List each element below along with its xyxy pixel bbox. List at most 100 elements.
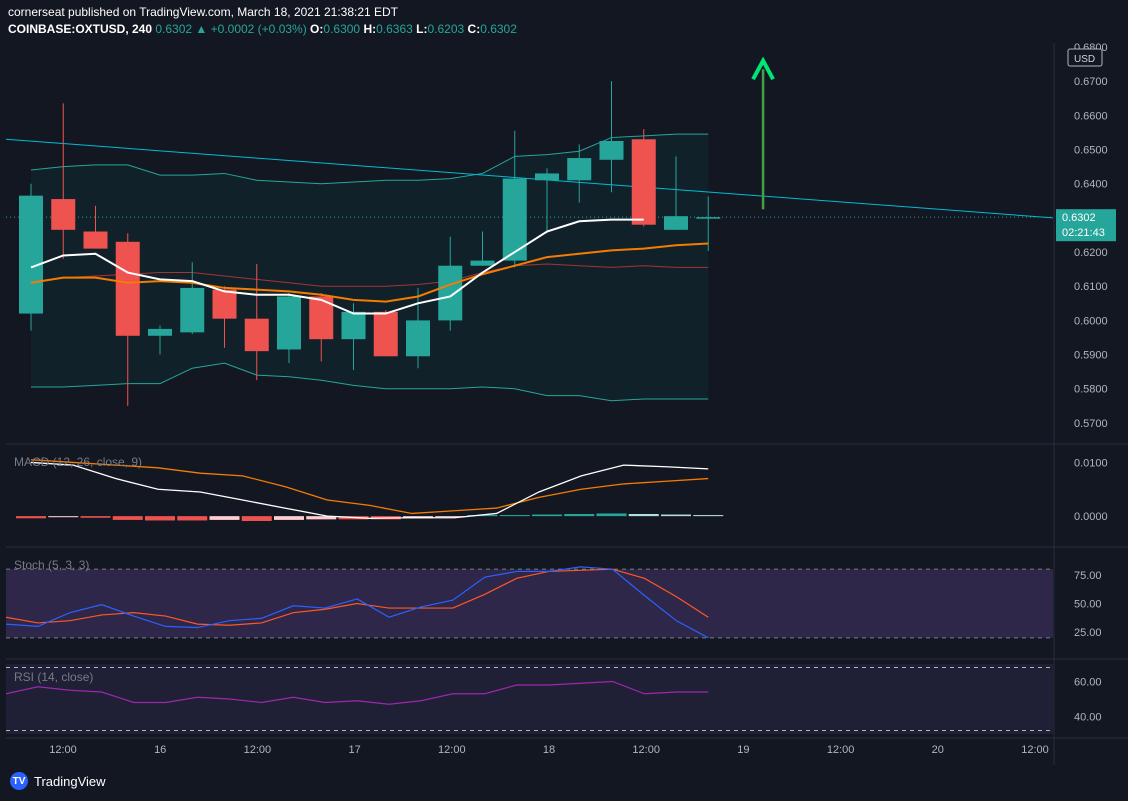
candle-body (51, 199, 76, 230)
candle-body (535, 173, 559, 181)
bollinger-basis-line (30, 263, 709, 287)
rsi-tick-label: 60.00 (1074, 677, 1102, 689)
candle-body (341, 311, 366, 340)
macd-histogram-bar (16, 516, 46, 519)
time-axis-label: 16 (154, 744, 166, 756)
time-axis-label: 12:00 (1021, 744, 1049, 756)
macd-histogram-bar (661, 514, 691, 517)
candle-body (244, 318, 269, 352)
candle-body (180, 287, 205, 333)
candle-body (599, 140, 624, 160)
macd-tick-label: 0.0000 (1074, 511, 1108, 523)
rsi-line (5, 680, 709, 705)
low-value: 0.6203 (427, 22, 465, 36)
stoch-title: Stoch (5, 3, 3) (14, 558, 89, 572)
macd-histogram-bar (274, 516, 304, 520)
macd-line (30, 461, 709, 519)
time-axis-label: 18 (543, 744, 555, 756)
price-tick-label: 0.5800 (1074, 384, 1108, 396)
fast-moving-average-line (30, 218, 644, 315)
time-axis-label: 20 (932, 744, 944, 756)
candle-body (438, 265, 463, 321)
macd-histogram-bar (693, 515, 724, 517)
rsi-band-fill (6, 664, 1053, 734)
bollinger-upper-line (30, 133, 709, 185)
low-label: L: (416, 22, 428, 36)
stoch-tick-label: 75.00 (1074, 570, 1102, 582)
candle-body (631, 139, 656, 225)
descending-trendline (5, 138, 1054, 219)
bar-countdown: 02:21:43 (1062, 227, 1105, 239)
macd-histogram-bar (435, 516, 466, 518)
macd-histogram-bar (112, 516, 143, 520)
price-tick-label: 0.6100 (1074, 281, 1108, 293)
symbol-label: COINBASE:OXTUSD, 240 (8, 22, 153, 36)
last-price-tag (1056, 209, 1116, 242)
stoch-k-line (5, 566, 709, 639)
time-axis-label: 12:00 (49, 744, 77, 756)
tradingview-brand[interactable]: TV TradingView (10, 772, 106, 790)
stoch-d-line (5, 568, 709, 626)
close-value: 0.6302 (480, 22, 517, 36)
time-axis-label: 12:00 (827, 744, 855, 756)
price-tick-label: 0.5900 (1074, 350, 1108, 362)
rsi-title: RSI (14, close) (14, 670, 93, 684)
currency-label: USD (1074, 54, 1095, 65)
bollinger-band-fill (31, 134, 709, 401)
time-axis-label: 19 (737, 744, 749, 756)
candle-body (83, 231, 108, 249)
candle-body (664, 216, 688, 230)
macd-histogram-bar (177, 516, 208, 521)
change-value: ▲ +0.0002 (+0.03%) (195, 22, 307, 36)
macd-histogram-bar (209, 516, 240, 520)
stoch-tick-label: 50.00 (1074, 599, 1102, 611)
high-value: 0.6363 (376, 22, 413, 36)
price-tick-label: 0.6400 (1074, 179, 1108, 191)
slow-moving-average-line (30, 242, 709, 303)
price-tick-label: 0.5700 (1074, 418, 1108, 430)
price-tick-label: 0.6000 (1074, 315, 1108, 327)
close-label: C: (467, 22, 481, 36)
macd-histogram-bar (564, 513, 595, 517)
macd-histogram-bar (145, 516, 175, 521)
macd-histogram-bar (596, 513, 627, 517)
macd-histogram-bar (532, 514, 562, 517)
candle-body (148, 328, 172, 336)
macd-histogram-bar (628, 513, 659, 517)
macd-histogram-bar (80, 516, 111, 518)
macd-histogram-bar (48, 516, 79, 518)
candle-body (502, 178, 527, 261)
price-tick-label: 0.6500 (1074, 145, 1108, 157)
candle-body (19, 195, 43, 314)
macd-tick-label: 0.0100 (1074, 457, 1108, 469)
candle-body (373, 311, 398, 357)
macd-histogram-bar (499, 515, 530, 517)
time-axis-label: 17 (348, 744, 360, 756)
price-tick-label: 0.6200 (1074, 247, 1108, 259)
macd-histogram-bar (241, 516, 272, 521)
open-value: 0.6300 (323, 22, 361, 36)
brand-name: TradingView (34, 773, 106, 789)
candle-body (406, 320, 430, 357)
time-axis-label: 12:00 (244, 744, 272, 756)
candle-body (567, 158, 592, 181)
macd-title: MACD (12, 26, close, 9) (14, 455, 142, 469)
price-tick-label: 0.6700 (1074, 76, 1108, 88)
macd-histogram-bar (467, 515, 498, 517)
bollinger-lower-line (31, 362, 709, 402)
projection-arrow-head (751, 56, 775, 81)
candle-body (212, 289, 237, 319)
candle-body (470, 260, 495, 266)
stoch-tick-label: 25.00 (1074, 627, 1102, 639)
currency-badge (1067, 48, 1103, 67)
tradingview-logo-icon: TV (10, 772, 28, 790)
ohlc-legend: COINBASE:OXTUSD, 240 0.6302 ▲ +0.0002 (+… (8, 22, 517, 36)
candle-body (115, 241, 140, 336)
candle-body (696, 217, 721, 219)
last-value: 0.6302 (155, 22, 193, 36)
rsi-tick-label: 40.00 (1074, 712, 1102, 724)
time-axis-label: 12:00 (632, 744, 660, 756)
stoch-band-fill (6, 569, 1053, 638)
last-price-tag-value: 0.6302 (1062, 212, 1096, 224)
